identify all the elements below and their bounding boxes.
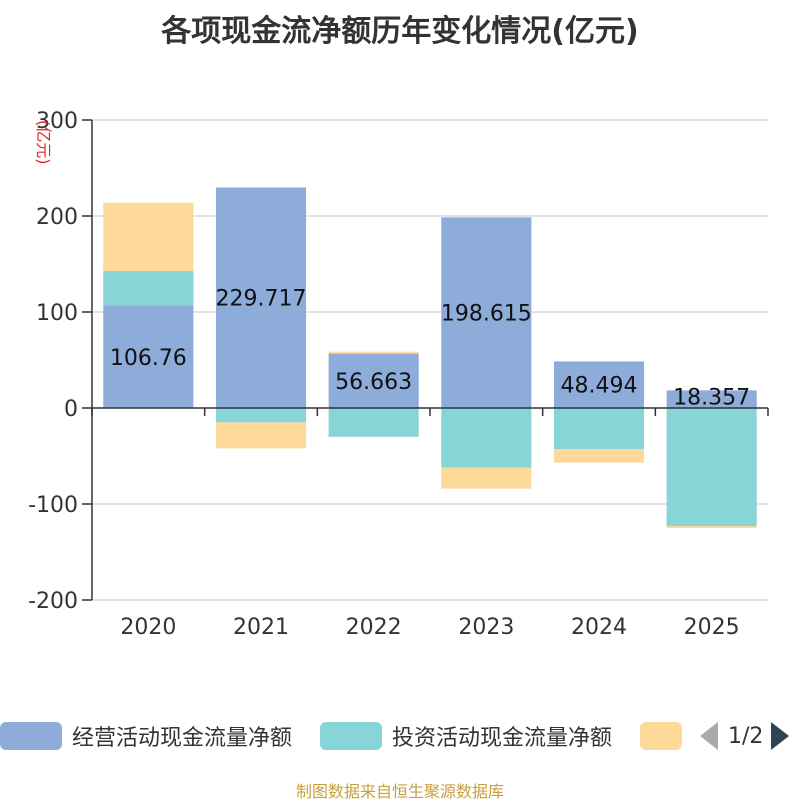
legend-swatch-investing xyxy=(320,722,382,750)
legend-item-financing[interactable] xyxy=(640,716,682,756)
y-axis-label: (亿元) xyxy=(34,120,53,165)
bar-financing-2025 xyxy=(666,526,757,528)
data-source: 制图数据来自恒生聚源数据库 xyxy=(295,782,504,801)
legend-page-indicator: 1/2 xyxy=(728,723,764,749)
bar-financing-2020 xyxy=(103,202,194,271)
legend-item-investing[interactable]: 投资活动现金流量净额 xyxy=(320,716,612,756)
data-label: 229.717 xyxy=(216,287,307,312)
bar-financing-2024 xyxy=(553,449,645,463)
legend-item-operating[interactable]: 经营活动现金流量净额 xyxy=(0,716,292,756)
data-label: 198.615 xyxy=(441,302,532,327)
bar-investing-2024 xyxy=(553,408,645,450)
y-tick-label: 200 xyxy=(36,205,78,230)
bar-operating-2023 xyxy=(441,217,532,408)
bar-operating-2022 xyxy=(328,353,419,408)
legend-prev-page-icon[interactable] xyxy=(700,722,718,750)
chart-title: 各项现金流净额历年变化情况(亿元) xyxy=(161,14,639,49)
data-label: 106.76 xyxy=(110,346,187,371)
bar-investing-2021 xyxy=(215,408,307,423)
bar-investing-2020 xyxy=(103,270,194,306)
x-tick-label: 2024 xyxy=(571,615,627,640)
bar-operating-2025 xyxy=(666,390,757,408)
bar-financing-2022 xyxy=(328,351,419,354)
legend-next-page-icon[interactable] xyxy=(771,722,790,750)
x-tick-label: 2020 xyxy=(120,615,176,640)
data-label: 18.357 xyxy=(673,385,750,410)
x-tick-label: 2025 xyxy=(684,615,740,640)
legend-label-investing: 投资活动现金流量净额 xyxy=(392,726,613,751)
legend-pager: 1/2 xyxy=(700,716,790,756)
bar-investing-2023 xyxy=(441,408,532,468)
y-tick-label: 100 xyxy=(36,301,78,326)
y-tick-label: 0 xyxy=(64,397,78,422)
bar-financing-2023 xyxy=(441,467,532,489)
cashflow-chart: -200 -100 0 100 200 300(亿元) 2020 2021 2022 2023 20… xyxy=(28,109,769,640)
bar-operating-2024 xyxy=(553,361,645,408)
y-tick-label: 300 xyxy=(36,109,78,134)
data-label: 48.494 xyxy=(561,374,638,399)
x-tick-label: 2022 xyxy=(346,615,402,640)
data-label: 56.663 xyxy=(335,370,412,395)
x-tick-label: 2023 xyxy=(458,615,514,640)
bar-operating-2020 xyxy=(103,305,194,408)
bar-financing-2021 xyxy=(215,422,307,449)
legend-swatch-financing xyxy=(640,722,682,750)
legend-swatch-operating xyxy=(0,722,62,750)
y-tick-label: -100 xyxy=(28,493,78,518)
bar-operating-2021 xyxy=(215,187,307,408)
y-tick-label: -200 xyxy=(28,589,78,614)
legend-label-operating: 经营活动现金流量净额 xyxy=(72,726,293,751)
legend: 经营活动现金流量净额 投资活动现金流量净额 xyxy=(0,716,800,756)
bar-investing-2025 xyxy=(666,408,757,527)
x-tick-label: 2021 xyxy=(233,615,289,640)
bar-investing-2022 xyxy=(328,408,419,437)
